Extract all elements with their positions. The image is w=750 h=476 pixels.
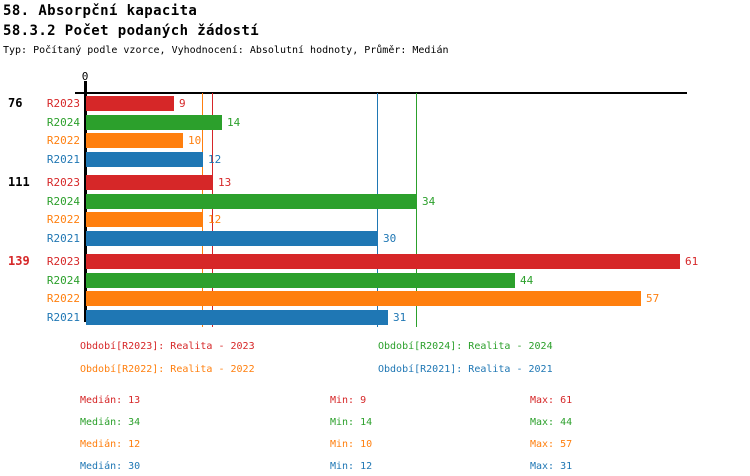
bar-r2024 — [86, 114, 222, 130]
median-line-r2022 — [201, 93, 203, 327]
grouped-bar-chart: 0 76 R2023 9 R2024 14 R2022 10 R2021 12 111 R2023 1… — [8, 70, 699, 327]
chart-meta-text: Typ: Počítaný podle vzorce, Vyhodnocení:… — [3, 45, 449, 56]
bar-value-label: 57 — [646, 292, 660, 305]
legend-item-r2023: Období[R2023]: Realita - 2023 — [80, 341, 255, 352]
bar-r2021 — [86, 230, 378, 246]
stat-min-r2024: Min: 14 — [330, 417, 373, 428]
bar-value-label: 12 — [208, 213, 222, 226]
axis-zero-tick-label: 0 — [81, 70, 89, 83]
bar-series-label: R2021 — [46, 310, 80, 324]
bar-r2022 — [86, 212, 203, 227]
bar-series-label: R2024 — [46, 194, 80, 208]
bar-r2022 — [86, 291, 641, 306]
bar-r2024 — [86, 272, 515, 288]
bar-series-label: R2024 — [46, 115, 80, 129]
stat-median-r2024: Medián: 34 — [80, 417, 141, 428]
group-total-label: 111 — [8, 175, 30, 189]
median-line-r2023 — [211, 93, 213, 327]
bar-value-label: 61 — [685, 255, 699, 268]
bar-value-label: 30 — [383, 231, 397, 245]
stat-max-r2024: Max: 44 — [530, 417, 573, 428]
y-axis-line — [84, 81, 87, 322]
stat-max-r2021: Max: 31 — [530, 461, 573, 472]
bar-series-label: R2022 — [46, 292, 80, 305]
stat-min-r2023: Min: 9 — [330, 395, 367, 406]
median-line-r2021 — [377, 93, 379, 327]
bar-value-label: 12 — [208, 152, 222, 166]
group-total-label: 139 — [8, 254, 30, 268]
bar-series-label: R2023 — [46, 255, 80, 268]
bar-r2022 — [86, 133, 183, 148]
median-line-r2024 — [416, 93, 418, 327]
bar-value-label: 44 — [520, 273, 534, 287]
bar-series-label: R2024 — [46, 273, 80, 287]
bar-value-label: 31 — [393, 310, 407, 324]
bar-r2021 — [86, 151, 203, 167]
bar-value-label: 13 — [218, 176, 232, 189]
bar-r2024 — [86, 193, 417, 209]
stat-median-r2023: Medián: 13 — [80, 395, 141, 406]
bar-value-label: 14 — [227, 115, 241, 129]
bar-series-label: R2022 — [46, 213, 80, 226]
bar-series-label: R2021 — [46, 152, 80, 166]
stat-median-r2022: Medián: 12 — [80, 439, 141, 450]
bar-r2023 — [86, 254, 680, 269]
stat-max-r2022: Max: 57 — [530, 439, 573, 450]
bar-value-label: 9 — [179, 97, 186, 110]
bar-series-label: R2023 — [46, 176, 80, 189]
legend-item-r2021: Období[R2021]: Realita - 2021 — [378, 364, 553, 375]
bar-r2023 — [86, 175, 213, 190]
bar-series-label: R2021 — [46, 231, 80, 245]
bar-series-label: R2023 — [46, 97, 80, 110]
legend-item-r2024: Období[R2024]: Realita - 2024 — [378, 341, 553, 352]
x-axis-line — [75, 92, 687, 94]
page-title: 58. Absorpční kapacita — [3, 3, 198, 19]
bar-r2021 — [86, 309, 388, 325]
stat-min-r2021: Min: 12 — [330, 461, 373, 472]
bar-r2023 — [86, 96, 174, 111]
stat-min-r2022: Min: 10 — [330, 439, 373, 450]
group-total-label: 76 — [8, 96, 23, 110]
legend-item-r2022: Období[R2022]: Realita - 2022 — [80, 364, 255, 375]
bar-series-label: R2022 — [46, 134, 80, 147]
bar-value-label: 34 — [422, 194, 436, 208]
page-subtitle-heading: 58.3.2 Počet podaných žádostí — [3, 23, 260, 39]
stat-median-r2021: Medián: 30 — [80, 461, 141, 472]
stat-max-r2023: Max: 61 — [530, 395, 573, 406]
bar-value-label: 10 — [188, 134, 202, 147]
